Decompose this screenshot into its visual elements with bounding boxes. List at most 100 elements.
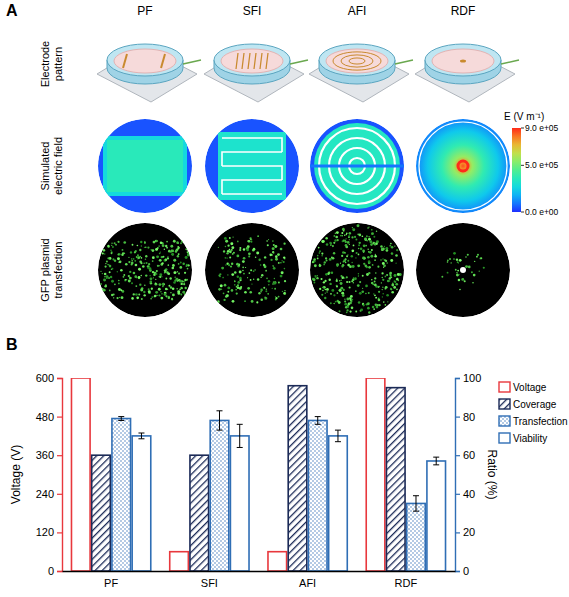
gfp-cell	[130, 251, 132, 253]
tick-mark	[57, 417, 62, 418]
gfp-cell	[351, 262, 352, 263]
gfp-cell	[186, 279, 188, 281]
gfp-cell	[184, 272, 186, 274]
gfp-cell	[119, 260, 122, 263]
gfp-cell	[349, 302, 351, 304]
gfp-cell	[172, 288, 175, 291]
gfp-cell	[441, 276, 443, 278]
gfp-cell	[258, 259, 260, 261]
gfp-cell	[395, 283, 398, 286]
bars	[71, 378, 445, 571]
tick: 360	[36, 449, 62, 461]
gfp-cell	[244, 291, 247, 294]
gfp-cell	[355, 290, 357, 292]
gfp-cell	[397, 273, 400, 276]
gfp-cell	[107, 245, 110, 248]
gfp-cell	[319, 265, 321, 267]
gfp-cell	[387, 301, 388, 302]
gfp-cell	[121, 253, 123, 255]
gfp-cell	[371, 279, 373, 281]
gfp-cell	[173, 271, 176, 274]
gfp-cell	[391, 291, 394, 294]
colorbar-tick	[521, 128, 524, 129]
gfp-cell	[344, 234, 346, 236]
gfp-cell	[173, 259, 176, 262]
gfp-cell	[282, 260, 283, 261]
gfp-cell	[364, 238, 367, 241]
gfp-cell	[104, 285, 106, 287]
gfp-cell	[473, 274, 476, 277]
gfp-cell	[134, 251, 136, 253]
gfp-cell	[178, 253, 180, 255]
row-label: Electrodepattern	[39, 41, 64, 87]
column-label: PF	[137, 4, 152, 18]
gfp-cell	[317, 255, 319, 257]
gfp-cell	[167, 257, 169, 259]
gfp-cell	[237, 281, 240, 284]
figure: ABPFSFIAFIRDFElectrodepatternSimulatedel…	[0, 0, 569, 597]
gfp-cell	[349, 297, 351, 299]
gfp-cell	[449, 258, 451, 260]
electrode	[266, 53, 268, 69]
gfp-cell	[148, 263, 150, 265]
gfp-cell	[318, 247, 320, 249]
gfp-cell	[467, 254, 469, 256]
gfp-cell	[332, 245, 334, 247]
gfp-cell	[272, 247, 275, 250]
gfp-cell	[145, 247, 147, 249]
gfp-cell	[344, 252, 345, 253]
gfp-cell	[456, 274, 459, 277]
gfp-cell	[167, 264, 169, 266]
gfp-cell	[272, 265, 273, 266]
gfp-cell	[164, 272, 166, 274]
bar	[386, 388, 405, 571]
gfp-cell	[376, 306, 379, 309]
electrode-device	[97, 44, 201, 102]
gfp-cell	[184, 243, 185, 244]
gfp-cell	[333, 294, 335, 296]
electrode-device	[204, 44, 308, 102]
gfp-cell	[102, 253, 104, 255]
gfp-cell	[382, 279, 384, 281]
gfp-cell	[160, 263, 163, 266]
gfp-cell	[131, 258, 132, 259]
gfp-background	[205, 223, 299, 317]
gfp-cell	[382, 289, 383, 290]
colorbar-tick-label: 9.0 e+05	[525, 123, 559, 133]
gfp-cell	[181, 283, 183, 285]
gfp-cell	[164, 259, 167, 262]
gfp-cell	[266, 240, 268, 242]
gfp-cell	[362, 288, 363, 289]
gfp-cell	[358, 273, 359, 274]
gfp-cell	[156, 295, 157, 296]
gfp-cell	[118, 288, 121, 291]
gfp-cell	[265, 298, 267, 300]
gfp-cell	[374, 277, 376, 279]
row-label: GFP plasmidtransfection	[39, 238, 64, 301]
gfp-cell	[373, 293, 374, 294]
gfp-cell	[103, 289, 106, 292]
gfp-cell	[340, 275, 342, 277]
field-fill	[205, 119, 299, 213]
tick-mark	[455, 455, 460, 456]
gfp-cell	[265, 297, 267, 299]
gfp-cell	[394, 274, 397, 277]
gfp-cell	[273, 244, 275, 246]
gfp-cell	[274, 288, 276, 290]
gfp-cell	[149, 275, 150, 276]
gfp-cell	[366, 235, 368, 237]
gfp-cell	[365, 245, 367, 247]
gfp-cell	[129, 277, 132, 280]
gfp-cell	[465, 256, 467, 258]
column-label: SFI	[243, 4, 262, 18]
gfp-cell	[354, 277, 357, 280]
gfp-cell	[104, 265, 106, 267]
gfp-cell	[260, 277, 261, 278]
gfp-cell	[113, 293, 115, 295]
gfp-cell	[256, 252, 259, 255]
electrode	[460, 60, 466, 63]
gfp-cell	[375, 303, 378, 306]
gfp-cell	[239, 279, 241, 281]
gfp-cell	[104, 276, 106, 278]
tick-mark	[57, 571, 62, 572]
